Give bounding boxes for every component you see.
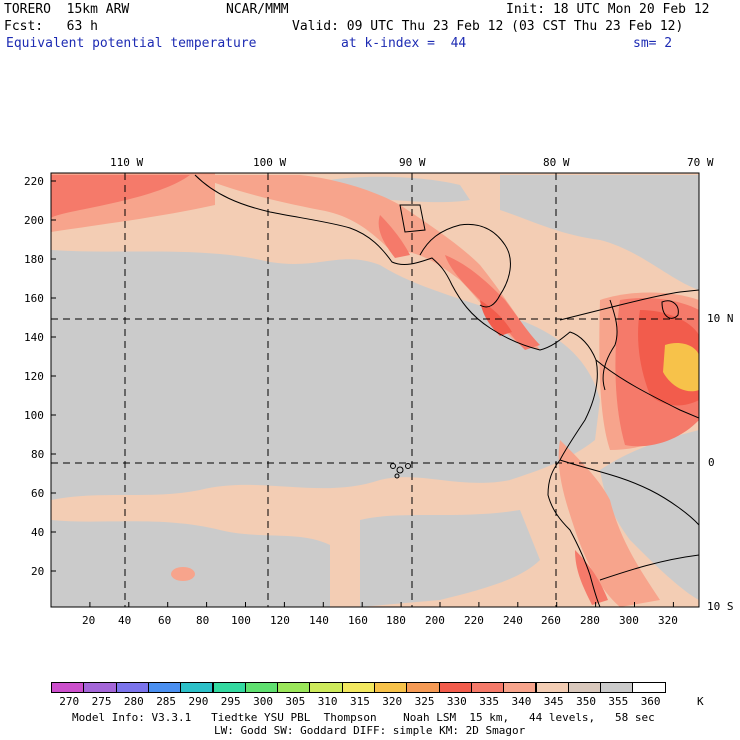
- legend-swatch: [632, 682, 666, 693]
- y-tick-label: 180: [24, 253, 44, 266]
- x-tick-label: 180: [386, 614, 406, 627]
- legend-swatch: [309, 682, 343, 693]
- model-info: Model Info: V3.3.1 Tiedtke YSU PBL Thomp…: [72, 711, 655, 724]
- x-tick-label: 220: [464, 614, 484, 627]
- center-name: NCAR/MMM: [226, 2, 289, 17]
- legend-label: 325: [414, 695, 435, 708]
- lon-label-80w: 80 W: [543, 156, 570, 169]
- legend-label: 320: [382, 695, 403, 708]
- y-tick-label: 200: [24, 214, 44, 227]
- forecast-hour: Fcst: 63 h: [4, 19, 98, 34]
- x-tick-label: 40: [118, 614, 132, 627]
- map-frame: [50, 172, 700, 608]
- x-tick-label: 80: [196, 614, 210, 627]
- lat-label-10n: 10 N: [707, 312, 734, 325]
- legend-label: 285: [156, 695, 177, 708]
- lon-label-90w: 90 W: [399, 156, 426, 169]
- y-tick-label: 160: [24, 292, 44, 305]
- smoothing-label: sm= 2: [633, 36, 673, 51]
- x-tick-label: 140: [309, 614, 329, 627]
- legend-label: 330: [446, 695, 467, 708]
- legend-swatch: [244, 682, 279, 693]
- field-name: Equivalent potential temperature: [6, 36, 257, 51]
- physics-info: LW: Godd SW: Goddard DIFF: simple KM: 2D…: [214, 724, 526, 737]
- orange-patch: [663, 343, 699, 392]
- x-tick-label: 100: [231, 614, 251, 627]
- x-tick-label: 240: [503, 614, 523, 627]
- x-tick-label: 300: [619, 614, 639, 627]
- legend-swatch: [438, 682, 472, 693]
- coastlines: [194, 174, 699, 607]
- y-tick-label: 60: [31, 487, 45, 500]
- legend-label: 345: [543, 695, 564, 708]
- legend-label: 350: [576, 695, 596, 708]
- lon-label-100w: 100 W: [253, 156, 287, 169]
- y-tick-label: 80: [31, 448, 45, 461]
- x-tick-label: 120: [270, 614, 290, 627]
- legend-swatch: [115, 682, 149, 693]
- legend-swatch: [374, 682, 408, 693]
- legend-label: 300: [253, 695, 273, 708]
- x-tick-label: 20: [82, 614, 96, 627]
- level-label: at k-index = 44: [341, 36, 467, 51]
- y-tick-label: 220: [24, 175, 44, 188]
- legend-swatch: [341, 682, 375, 693]
- x-tick-label: 160: [348, 614, 368, 627]
- y-tick-label: 140: [24, 331, 44, 344]
- lat-label-10s: 10 S: [707, 600, 734, 613]
- legend-label: 315: [350, 695, 370, 708]
- init-time: Init: 18 UTC Mon 20 Feb 12: [506, 2, 710, 17]
- x-tick-label: 200: [425, 614, 445, 627]
- legend-label: 290: [188, 695, 209, 708]
- legend-label: 355: [608, 695, 629, 708]
- legend-swatch: [535, 682, 569, 693]
- legend-unit: K: [697, 695, 704, 708]
- legend-swatch: [147, 682, 182, 693]
- x-tick-label: 260: [541, 614, 561, 627]
- legend-swatch: [503, 682, 537, 693]
- legend-label: 360: [640, 695, 661, 708]
- legend-swatch: [600, 682, 634, 693]
- legend-swatch: [277, 682, 311, 693]
- legend-swatch: [51, 682, 85, 693]
- y-tick-label: 100: [24, 409, 44, 422]
- y-tick-label: 20: [31, 565, 45, 578]
- legend-label: 295: [220, 695, 241, 708]
- legend-swatch: [180, 682, 214, 693]
- lat-label-0: 0: [708, 456, 715, 469]
- legend-swatch: [406, 682, 440, 693]
- legend-label: 305: [285, 695, 306, 708]
- lat-lon-grid: [51, 173, 699, 607]
- legend-swatch: [212, 682, 246, 693]
- lon-label-110w: 110 W: [110, 156, 144, 169]
- legend-label: 275: [91, 695, 112, 708]
- x-tick-label: 60: [158, 614, 172, 627]
- axis-ticks: [51, 180, 674, 607]
- x-tick-label: 280: [580, 614, 600, 627]
- legend-label: 270: [59, 695, 80, 708]
- gray-regions: [51, 175, 699, 607]
- lon-label-70w: 70 W: [687, 156, 714, 169]
- y-tick-label: 120: [24, 370, 44, 383]
- x-tick-label: 320: [658, 614, 678, 627]
- model-name: TORERO 15km ARW: [4, 2, 130, 17]
- y-tick-label: 40: [31, 526, 45, 539]
- valid-time: Valid: 09 UTC Thu 23 Feb 12 (03 CST Thu …: [292, 19, 684, 34]
- legend-swatch: [470, 682, 505, 693]
- legend-swatch: [83, 682, 117, 693]
- legend-label: 335: [479, 695, 500, 708]
- legend-swatch: [567, 682, 602, 693]
- legend-label: 310: [317, 695, 338, 708]
- legend-label: 340: [511, 695, 532, 708]
- legend-label: 280: [123, 695, 144, 708]
